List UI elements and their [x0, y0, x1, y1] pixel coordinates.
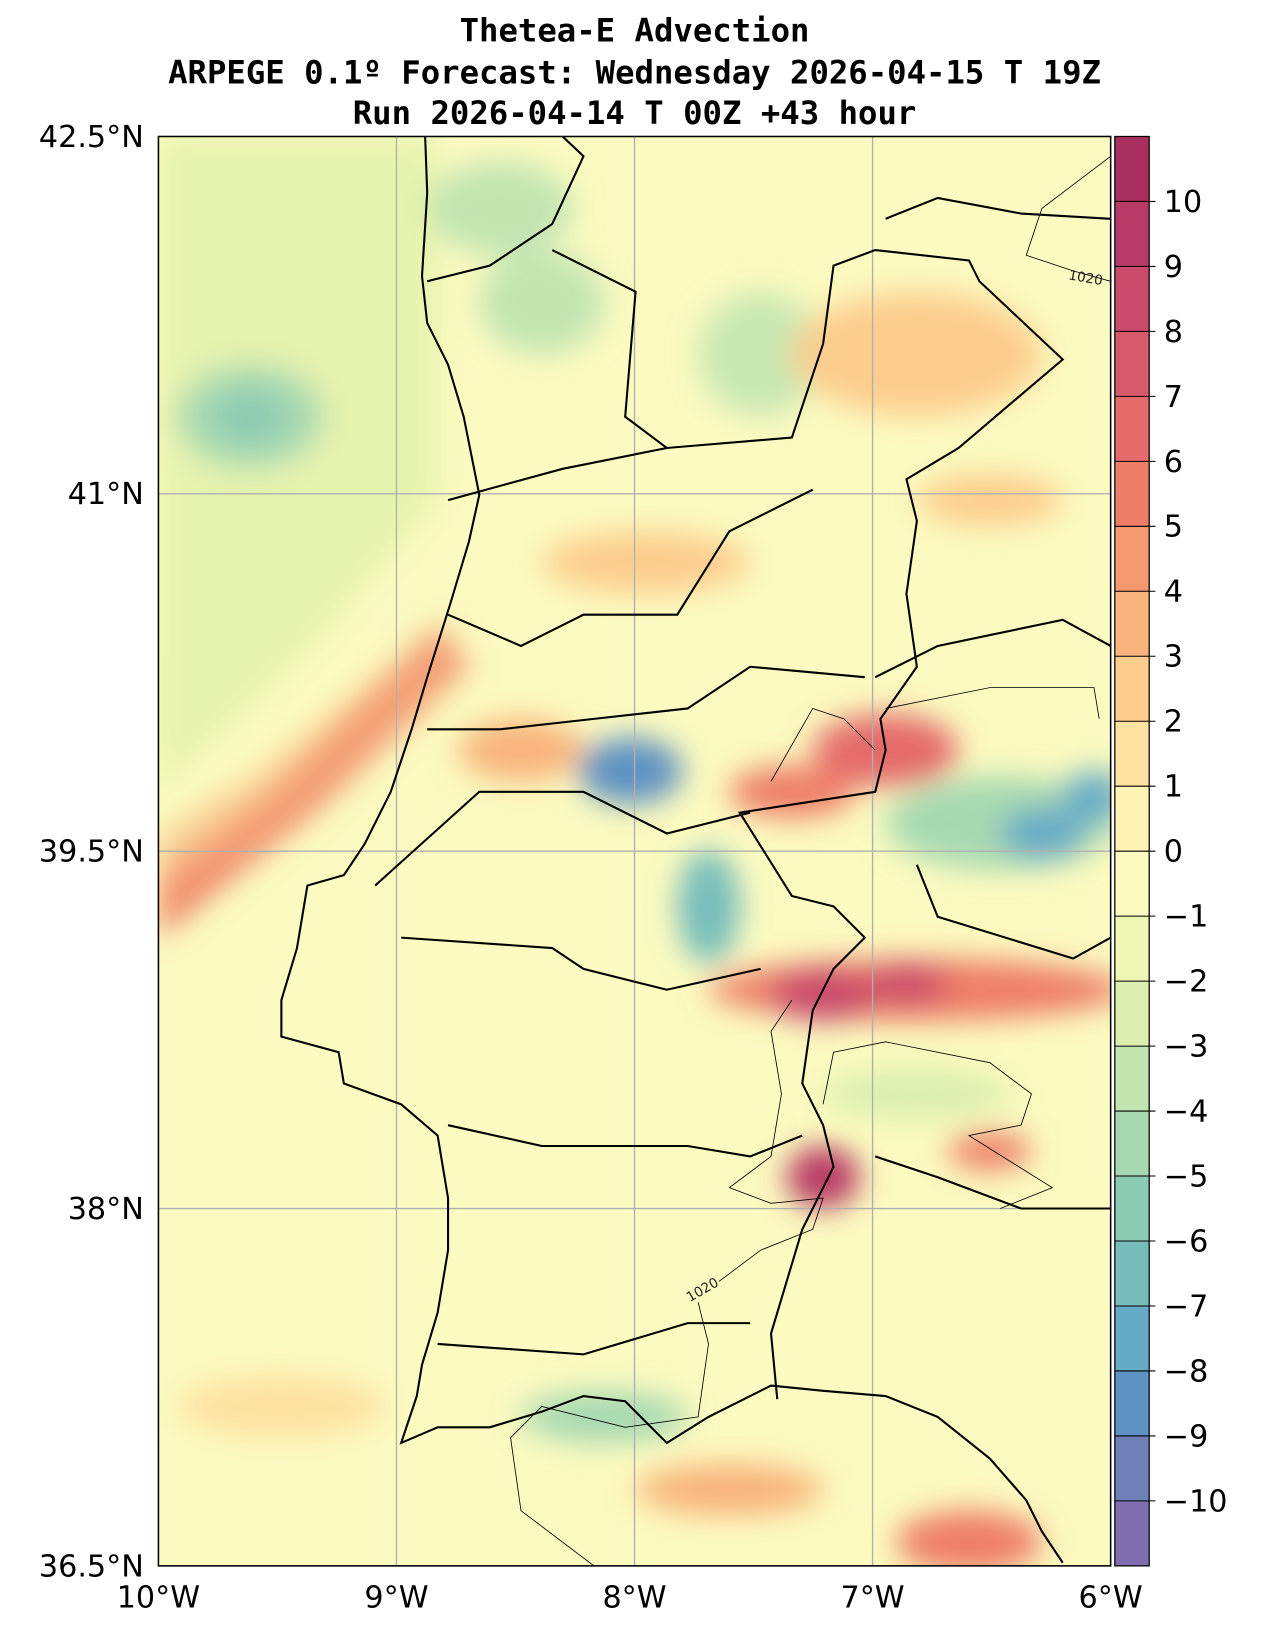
colorbar-band	[1114, 656, 1150, 722]
region-border	[437, 1322, 751, 1356]
y-tick-label: 42.5°N	[39, 120, 144, 155]
coastline	[280, 136, 1064, 1564]
colorbar-band	[1114, 981, 1150, 1047]
chart-subtitle-run: Run 2026-04-14 T 00Z +43 hour	[353, 94, 917, 132]
region-border	[447, 1124, 803, 1158]
colorbar-band	[1114, 1500, 1150, 1567]
y-axis: 42.5°N 41°N 39.5°N 38°N 36.5°N	[39, 120, 144, 1584]
colorbar-tick-label: 10	[1164, 185, 1202, 220]
colorbar-tick-label: 9	[1164, 250, 1183, 285]
colorbar-tick-label: 7	[1164, 380, 1183, 415]
colorbar-tick-label: 1	[1164, 770, 1183, 805]
region-border	[401, 936, 761, 991]
x-axis: 10°W 9°W 8°W 7°W 6°W	[117, 1581, 1143, 1616]
country-border	[551, 248, 1065, 1400]
colorbar-tick-label: −9	[1164, 1419, 1209, 1454]
y-tick-label: 39.5°N	[39, 835, 144, 870]
colorbar-band	[1114, 1111, 1150, 1177]
colorbar-tick-label: 5	[1164, 510, 1183, 545]
colorbar-band	[1114, 591, 1150, 657]
colorbar-band	[1114, 1176, 1150, 1242]
x-tick-label: 7°W	[841, 1581, 905, 1616]
y-tick-label: 38°N	[68, 1192, 144, 1227]
colorbar-band	[1114, 331, 1150, 397]
colorbar-band	[1114, 1046, 1150, 1112]
region-border	[447, 446, 668, 502]
colorbar-tick-label: −1	[1164, 900, 1209, 935]
colorbar-tick-label: 4	[1164, 575, 1183, 610]
colorbar-tick-label: 3	[1164, 640, 1183, 675]
grid-lines	[158, 136, 1111, 1566]
colorbar-tick-label: 8	[1164, 315, 1183, 350]
country-border	[426, 136, 585, 283]
x-tick-label: 8°W	[602, 1581, 666, 1616]
map-frame	[157, 135, 1112, 1567]
x-tick-label: 6°W	[1079, 1581, 1143, 1616]
pressure-isobars	[510, 155, 1111, 1566]
chart-title: Thetea-E Advection	[460, 12, 810, 50]
region-border	[915, 864, 1111, 960]
colorbar-tick-label: −8	[1164, 1354, 1209, 1389]
colorbar-tick-label: −3	[1164, 1030, 1209, 1065]
colorbar-band	[1114, 1241, 1150, 1307]
colorbar-band	[1114, 526, 1150, 592]
colorbar-band	[1114, 786, 1150, 852]
y-tick-label: 41°N	[68, 477, 144, 512]
colorbar-band	[1114, 916, 1150, 982]
colorbar-band	[1114, 461, 1150, 527]
colorbar-tick-label: −5	[1164, 1159, 1209, 1194]
colorbar-frame	[1114, 135, 1150, 1567]
colorbar-band	[1114, 1305, 1150, 1372]
region-border	[427, 665, 865, 731]
chart-subtitle-forecast: ARPEGE 0.1º Forecast: Wednesday 2026-04-…	[168, 53, 1101, 91]
colorbar-tick-label: 2	[1164, 705, 1183, 740]
x-tick-label: 10°W	[117, 1581, 200, 1616]
y-tick-label: 36.5°N	[39, 1549, 144, 1584]
colorbar-tick-label: −4	[1164, 1094, 1209, 1129]
x-tick-label: 9°W	[364, 1581, 428, 1616]
region-border	[874, 1155, 1111, 1210]
region-border	[874, 618, 1111, 679]
map-area: 1020 1020	[158, 136, 1111, 1566]
colorbar-band	[1114, 721, 1150, 787]
region-border	[885, 196, 1111, 220]
region-border	[374, 790, 751, 887]
colorbar-tick-label: 0	[1164, 835, 1183, 870]
colorbar-tick-label: −7	[1164, 1289, 1209, 1324]
colorbar-band	[1114, 136, 1150, 202]
coastline-and-borders	[280, 136, 1111, 1564]
colorbar-band	[1114, 851, 1150, 917]
colorbar-tick-label: 6	[1164, 445, 1183, 480]
colorbar-tick-label: −6	[1164, 1224, 1209, 1259]
colorbar-band	[1114, 266, 1150, 332]
region-border	[447, 488, 814, 648]
colorbar-tick-label: −2	[1164, 965, 1209, 1000]
isobar-label: 1020	[1067, 267, 1104, 289]
colorbar-tick-label: −10	[1164, 1484, 1228, 1519]
colorbar-band	[1114, 201, 1150, 267]
colorbar-band	[1114, 1435, 1150, 1502]
colorbar-band	[1114, 396, 1150, 462]
field-contours	[158, 136, 1111, 1566]
colorbar-band	[1114, 1370, 1150, 1437]
